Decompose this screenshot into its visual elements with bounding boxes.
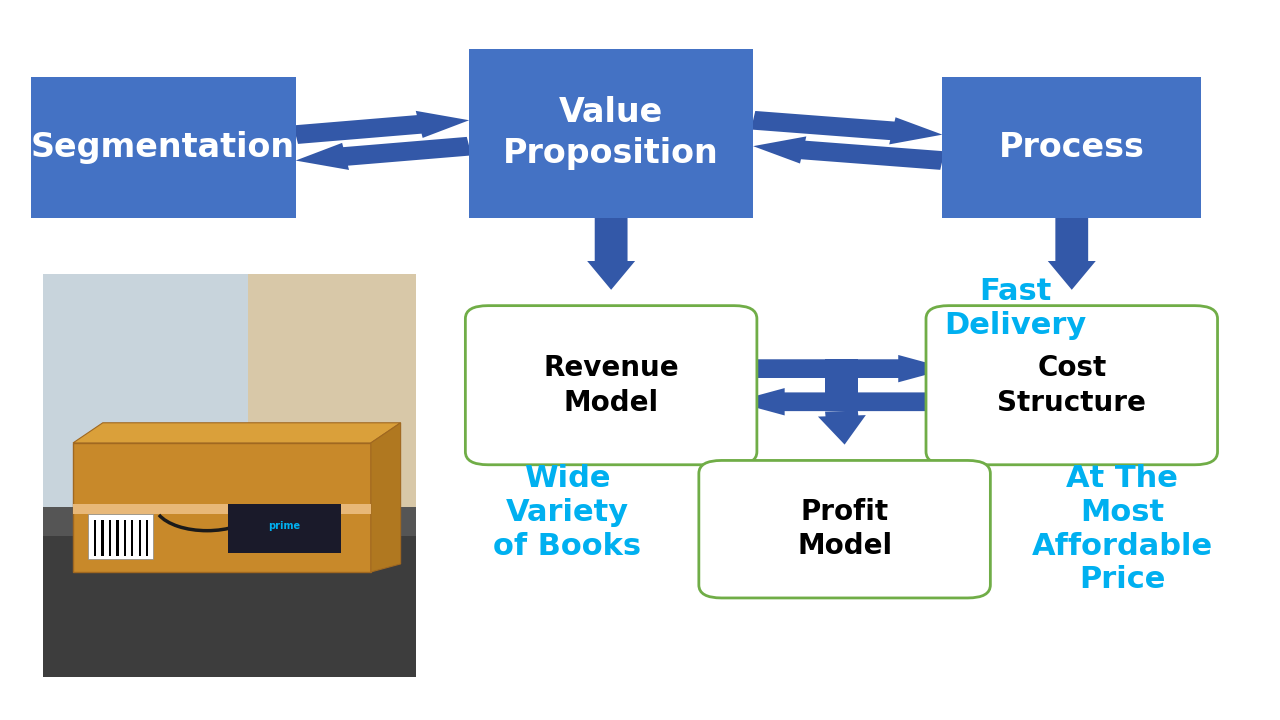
Bar (116, 521, 119, 557)
FancyArrow shape (751, 111, 942, 145)
Bar (93, 521, 96, 557)
Bar (101, 521, 104, 557)
Text: Profit
Model: Profit Model (797, 498, 892, 560)
FancyBboxPatch shape (470, 49, 753, 218)
Text: At The
Most
Affordable
Price: At The Most Affordable Price (1032, 464, 1213, 594)
Text: prime: prime (269, 521, 301, 531)
FancyBboxPatch shape (466, 305, 756, 465)
FancyBboxPatch shape (31, 78, 296, 218)
Bar (146, 521, 148, 557)
Text: Process: Process (998, 131, 1144, 164)
Text: Wide
Variety
of Books: Wide Variety of Books (493, 464, 641, 561)
Text: Value
Proposition: Value Proposition (503, 96, 719, 170)
FancyArrow shape (1048, 218, 1096, 290)
Polygon shape (371, 423, 401, 572)
Polygon shape (73, 423, 401, 443)
FancyBboxPatch shape (73, 443, 371, 572)
Text: Fast
Delivery: Fast Delivery (943, 277, 1087, 340)
Bar (248, 274, 416, 536)
Bar (826, 359, 858, 411)
Bar (228, 503, 340, 553)
Bar (44, 508, 416, 536)
Bar (138, 521, 141, 557)
Bar (124, 521, 125, 557)
FancyArrow shape (293, 111, 470, 144)
FancyArrow shape (735, 355, 948, 382)
Text: Revenue
Model: Revenue Model (543, 354, 678, 416)
Bar (131, 521, 133, 557)
Bar (88, 514, 154, 559)
FancyBboxPatch shape (942, 78, 1201, 218)
FancyBboxPatch shape (925, 305, 1217, 465)
Text: Cost
Structure: Cost Structure (997, 354, 1146, 416)
FancyArrow shape (296, 137, 471, 170)
Bar (109, 521, 111, 557)
Bar (44, 508, 416, 677)
FancyArrow shape (753, 136, 945, 170)
FancyArrow shape (818, 410, 865, 444)
FancyBboxPatch shape (699, 461, 991, 598)
FancyArrow shape (735, 388, 948, 415)
Bar (73, 504, 371, 514)
FancyArrow shape (588, 218, 635, 290)
Bar (44, 274, 416, 536)
Text: Segmentation: Segmentation (31, 131, 296, 164)
